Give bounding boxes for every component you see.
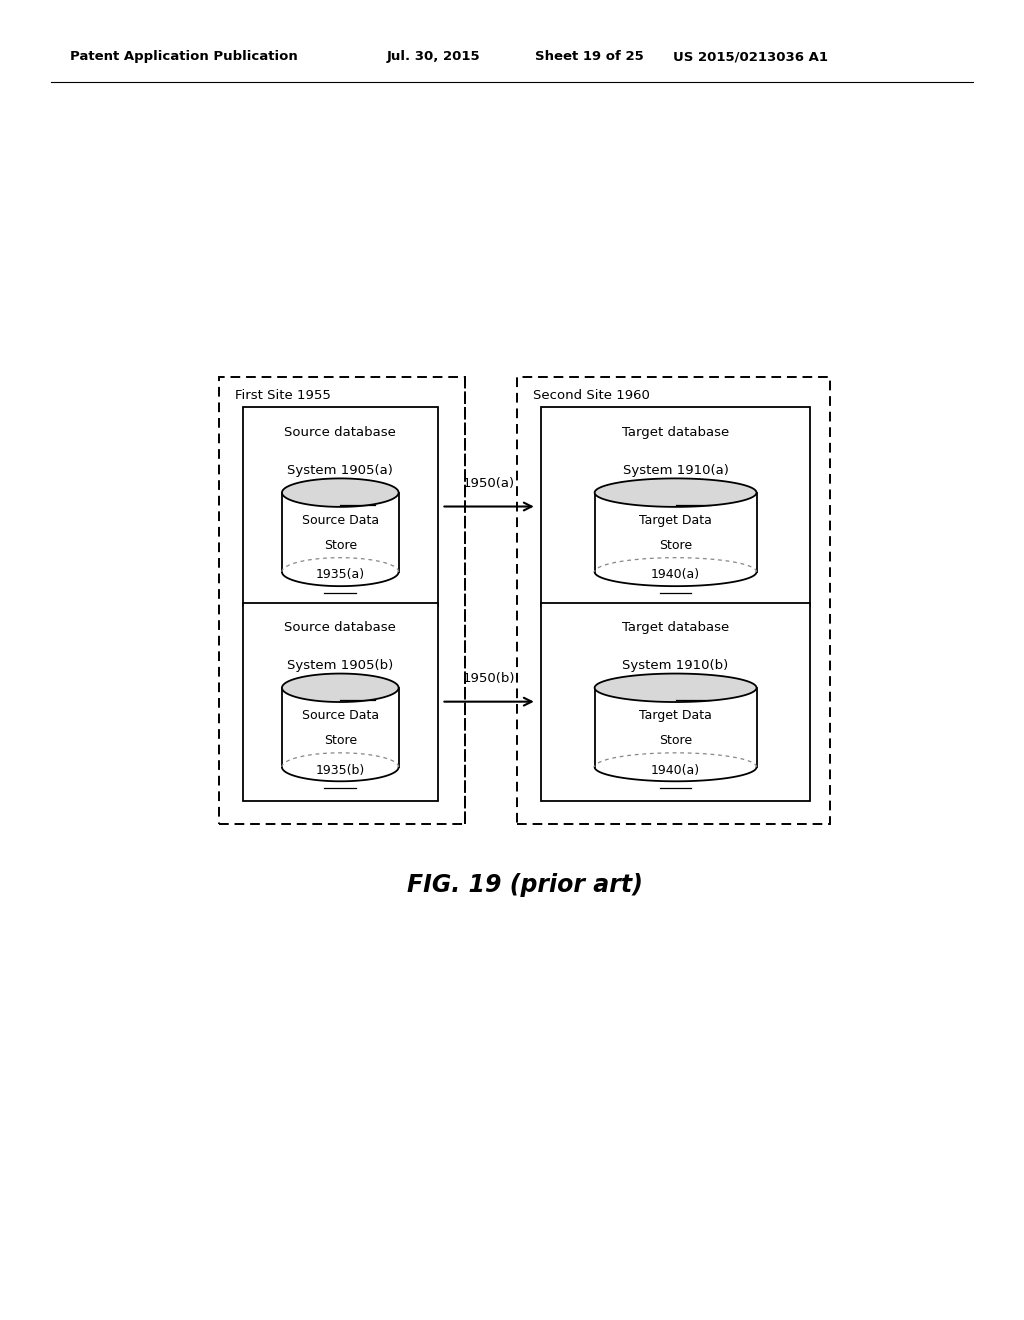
Text: Jul. 30, 2015: Jul. 30, 2015: [387, 50, 480, 63]
Text: Second Site 1960: Second Site 1960: [532, 389, 649, 403]
Text: Target database: Target database: [622, 426, 729, 438]
Polygon shape: [282, 673, 398, 702]
Text: Patent Application Publication: Patent Application Publication: [70, 50, 297, 63]
Text: Target Data: Target Data: [639, 709, 712, 722]
Text: First Site 1955: First Site 1955: [236, 389, 331, 403]
Text: 1950(a): 1950(a): [463, 478, 515, 490]
Text: Target database: Target database: [622, 620, 729, 634]
Text: Target Data: Target Data: [639, 513, 712, 527]
Text: System 1905(b): System 1905(b): [287, 660, 393, 672]
FancyBboxPatch shape: [243, 408, 437, 606]
Text: Sheet 19 of 25: Sheet 19 of 25: [535, 50, 643, 63]
Text: Source database: Source database: [285, 426, 396, 438]
Text: 1950(b): 1950(b): [463, 672, 515, 685]
Polygon shape: [595, 673, 757, 702]
Polygon shape: [282, 688, 398, 767]
FancyBboxPatch shape: [541, 408, 811, 606]
Text: Source Data: Source Data: [302, 513, 379, 527]
Polygon shape: [282, 492, 398, 572]
FancyBboxPatch shape: [243, 602, 437, 801]
Text: 1935(b): 1935(b): [315, 764, 365, 776]
Text: System 1910(a): System 1910(a): [623, 465, 728, 478]
Polygon shape: [282, 478, 398, 507]
Text: Store: Store: [659, 539, 692, 552]
Text: System 1910(b): System 1910(b): [623, 660, 729, 672]
Text: US 2015/0213036 A1: US 2015/0213036 A1: [673, 50, 827, 63]
Polygon shape: [595, 492, 757, 572]
Text: System 1905(a): System 1905(a): [288, 465, 393, 478]
Polygon shape: [595, 478, 757, 507]
Text: Store: Store: [659, 734, 692, 747]
Polygon shape: [595, 688, 757, 767]
FancyBboxPatch shape: [541, 602, 811, 801]
Text: FIG. 19 (prior art): FIG. 19 (prior art): [407, 873, 643, 898]
Text: 1940(a): 1940(a): [651, 764, 700, 776]
Text: 1940(a): 1940(a): [651, 569, 700, 582]
Text: Source database: Source database: [285, 620, 396, 634]
Text: 1935(a): 1935(a): [315, 569, 365, 582]
Text: Source Data: Source Data: [302, 709, 379, 722]
Text: Store: Store: [324, 734, 356, 747]
Text: Store: Store: [324, 539, 356, 552]
